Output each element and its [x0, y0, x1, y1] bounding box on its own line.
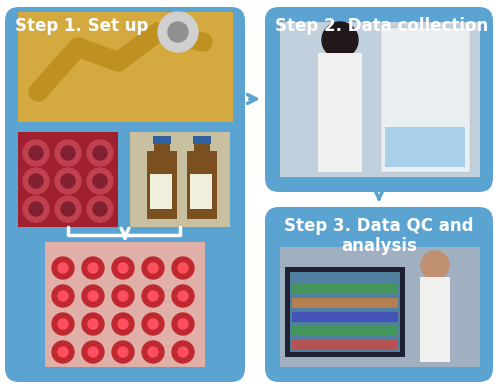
Bar [190, 174, 212, 209]
Circle shape [322, 22, 358, 58]
Circle shape [148, 319, 158, 329]
Text: Step 2. Data collection: Step 2. Data collection [275, 17, 488, 35]
Circle shape [118, 263, 128, 273]
FancyBboxPatch shape [5, 7, 245, 382]
Bar [150, 174, 172, 209]
Bar [285, 267, 405, 357]
Circle shape [88, 263, 98, 273]
FancyBboxPatch shape [265, 7, 493, 192]
Circle shape [118, 319, 128, 329]
Bar [130, 132, 230, 227]
Circle shape [142, 257, 164, 279]
Circle shape [158, 12, 198, 52]
Circle shape [142, 341, 164, 363]
Bar [193, 136, 211, 144]
Circle shape [93, 146, 107, 160]
Circle shape [172, 285, 194, 307]
Circle shape [29, 202, 43, 216]
Circle shape [148, 291, 158, 301]
Circle shape [168, 22, 188, 42]
Bar [280, 247, 480, 367]
Circle shape [88, 291, 98, 301]
Bar [318, 53, 362, 172]
Circle shape [61, 174, 75, 188]
Circle shape [178, 263, 188, 273]
Bar [194, 141, 210, 155]
Circle shape [23, 140, 49, 166]
Bar [292, 340, 398, 350]
Circle shape [82, 313, 104, 335]
Circle shape [87, 196, 113, 222]
Bar [45, 242, 205, 367]
Circle shape [112, 285, 134, 307]
Circle shape [178, 347, 188, 357]
Circle shape [93, 202, 107, 216]
Bar [292, 284, 398, 294]
Bar [420, 277, 450, 362]
Circle shape [142, 313, 164, 335]
Circle shape [29, 174, 43, 188]
Circle shape [23, 196, 49, 222]
Circle shape [112, 341, 134, 363]
Circle shape [93, 174, 107, 188]
Circle shape [142, 285, 164, 307]
Bar [154, 141, 170, 155]
Bar [147, 151, 177, 219]
Circle shape [58, 319, 68, 329]
Circle shape [82, 257, 104, 279]
Circle shape [178, 291, 188, 301]
Circle shape [52, 313, 74, 335]
Bar [290, 272, 400, 352]
Circle shape [52, 341, 74, 363]
Circle shape [88, 319, 98, 329]
Bar [292, 326, 398, 336]
Circle shape [82, 341, 104, 363]
Bar [380, 27, 470, 172]
Circle shape [52, 257, 74, 279]
Circle shape [172, 313, 194, 335]
Bar [292, 312, 398, 322]
Circle shape [148, 347, 158, 357]
Bar [292, 298, 398, 308]
Circle shape [58, 347, 68, 357]
Circle shape [87, 168, 113, 194]
Circle shape [112, 313, 134, 335]
Bar [187, 151, 217, 219]
Circle shape [118, 347, 128, 357]
Circle shape [172, 341, 194, 363]
Circle shape [61, 146, 75, 160]
Bar [385, 127, 465, 167]
Circle shape [29, 146, 43, 160]
Text: analysis: analysis [341, 237, 417, 255]
Text: Step 3. Data QC and: Step 3. Data QC and [284, 217, 474, 235]
Bar [18, 132, 118, 227]
Circle shape [23, 168, 49, 194]
Circle shape [55, 168, 81, 194]
Circle shape [55, 140, 81, 166]
Circle shape [112, 257, 134, 279]
Text: Step 1. Set up: Step 1. Set up [15, 17, 148, 35]
Circle shape [87, 140, 113, 166]
Circle shape [421, 251, 449, 279]
Bar [280, 22, 480, 177]
Circle shape [58, 263, 68, 273]
Circle shape [82, 285, 104, 307]
Circle shape [148, 263, 158, 273]
Bar [153, 136, 171, 144]
Circle shape [58, 291, 68, 301]
Circle shape [88, 347, 98, 357]
Circle shape [52, 285, 74, 307]
Circle shape [55, 196, 81, 222]
Bar [18, 12, 233, 122]
Circle shape [172, 257, 194, 279]
Circle shape [178, 319, 188, 329]
FancyBboxPatch shape [265, 207, 493, 382]
Circle shape [118, 291, 128, 301]
Circle shape [61, 202, 75, 216]
